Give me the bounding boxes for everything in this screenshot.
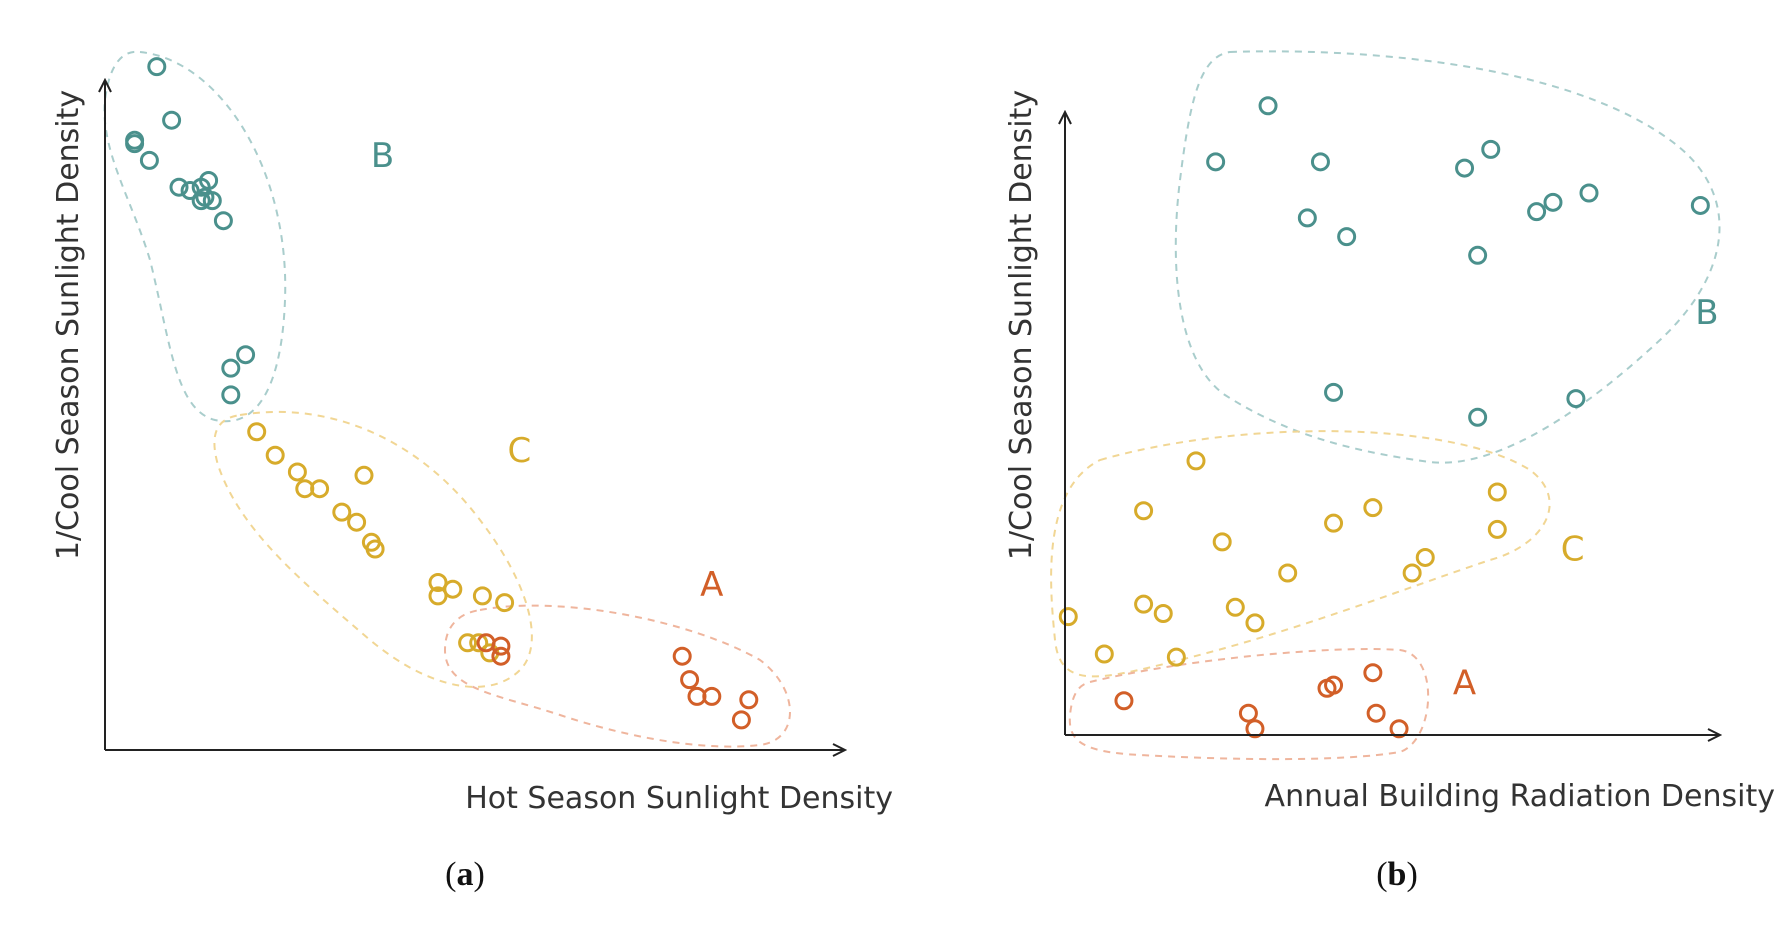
point-a-7	[739, 690, 759, 710]
point-c-5	[1212, 532, 1232, 552]
point-c-9	[1415, 547, 1435, 567]
points-b	[1058, 96, 1710, 739]
point-c-5	[354, 465, 374, 485]
point-a-6	[1366, 703, 1386, 723]
point-a-1	[491, 636, 511, 656]
point-c-15	[458, 633, 478, 653]
point-c-16	[469, 633, 489, 653]
point-b-4	[139, 150, 159, 170]
x-axis-label-a: Hot Season Sunlight Density	[465, 781, 893, 816]
point-c-16	[1166, 647, 1186, 667]
cluster-label-c: C	[1561, 530, 1585, 570]
point-a-8	[731, 710, 751, 730]
point-b-9	[199, 171, 219, 190]
cluster-b-hull	[103, 50, 287, 423]
point-b-3	[125, 134, 145, 154]
point-c-3	[1363, 498, 1383, 518]
cluster-labels-a: B C A	[371, 136, 724, 605]
point-a-2	[491, 646, 511, 666]
point-b-11	[202, 191, 222, 211]
point-a-7	[1389, 719, 1409, 739]
point-b-1	[162, 110, 182, 130]
point-b-14	[1566, 389, 1586, 409]
cluster-label-c: C	[508, 431, 532, 471]
point-b-11	[1468, 245, 1488, 265]
caption-b: (b)	[1376, 856, 1418, 893]
point-c-6	[332, 502, 352, 522]
point-c-13	[472, 586, 492, 606]
point-b-5	[169, 177, 189, 197]
point-c-1	[265, 445, 285, 465]
point-c-14	[495, 593, 515, 613]
point-c-2	[287, 462, 307, 482]
point-c-10	[428, 573, 448, 592]
point-c-10	[1058, 607, 1078, 627]
cluster-b-hull	[1174, 50, 1721, 464]
point-b-4	[1481, 139, 1501, 159]
cluster-label-a: A	[1453, 664, 1476, 704]
point-b-14	[221, 358, 241, 378]
point-b-13	[1468, 407, 1488, 427]
y-axis-label-a: 1/Cool Season Sunlight Density	[51, 90, 86, 560]
point-c-7	[347, 512, 367, 532]
panel-b: B C A Annual Building Radiation Density 1/…	[1004, 50, 1775, 893]
caption-a: (a)	[445, 856, 485, 893]
point-a-6	[702, 686, 722, 706]
y-axis-label-b: 1/Cool Season Sunlight Density	[1004, 90, 1039, 560]
point-b-15	[221, 385, 241, 405]
point-b-6	[180, 181, 200, 201]
point-b-10	[1690, 195, 1710, 215]
point-b-9	[1579, 183, 1599, 203]
point-b-13	[236, 345, 256, 365]
point-c-1	[1134, 501, 1154, 521]
point-c-11	[428, 586, 448, 606]
point-b-0	[147, 57, 167, 77]
point-c-8	[1402, 563, 1422, 583]
cluster-label-b: B	[371, 136, 394, 176]
cluster-label-b: B	[1695, 293, 1718, 333]
point-c-9	[365, 539, 385, 559]
point-b-7	[1527, 202, 1547, 222]
cluster-c-hull	[213, 411, 533, 688]
point-c-4	[310, 479, 330, 499]
cluster-labels-b: B C A	[1453, 293, 1719, 704]
point-b-12	[213, 211, 233, 231]
panel-a: B C A Hot Season Sunlight Density 1/Cool S…	[51, 50, 893, 893]
point-b-8	[1543, 192, 1563, 212]
point-a-4	[1238, 703, 1258, 723]
point-b-3	[1455, 158, 1475, 178]
point-b-1	[1206, 152, 1226, 172]
point-c-0	[247, 422, 267, 442]
point-c-4	[1324, 513, 1344, 533]
point-a-5	[1245, 719, 1265, 739]
point-a-2	[1324, 675, 1344, 695]
point-c-6	[1487, 519, 1507, 539]
points-a	[125, 57, 759, 730]
point-a-0	[1114, 691, 1134, 711]
point-a-4	[680, 670, 700, 690]
point-b-10	[191, 191, 211, 211]
point-c-11	[1134, 594, 1154, 614]
point-c-7	[1278, 563, 1298, 583]
point-c-13	[1225, 597, 1245, 617]
cluster-label-a: A	[700, 565, 723, 605]
point-b-5	[1297, 208, 1317, 228]
point-c-2	[1487, 482, 1507, 502]
point-c-12	[443, 579, 463, 599]
point-c-14	[1245, 613, 1265, 633]
cluster-a-hull	[443, 604, 791, 748]
cluster-c-hull	[1050, 430, 1551, 678]
point-b-6	[1337, 227, 1357, 247]
point-c-12	[1153, 604, 1173, 624]
point-c-15	[1094, 644, 1114, 664]
point-a-3	[672, 646, 692, 666]
point-c-0	[1186, 451, 1206, 471]
x-axis-label-b: Annual Building Radiation Density	[1265, 779, 1775, 814]
point-a-3	[1363, 663, 1383, 683]
point-b-12	[1324, 382, 1344, 402]
point-b-2	[1310, 152, 1330, 172]
point-b-0	[1258, 96, 1278, 116]
